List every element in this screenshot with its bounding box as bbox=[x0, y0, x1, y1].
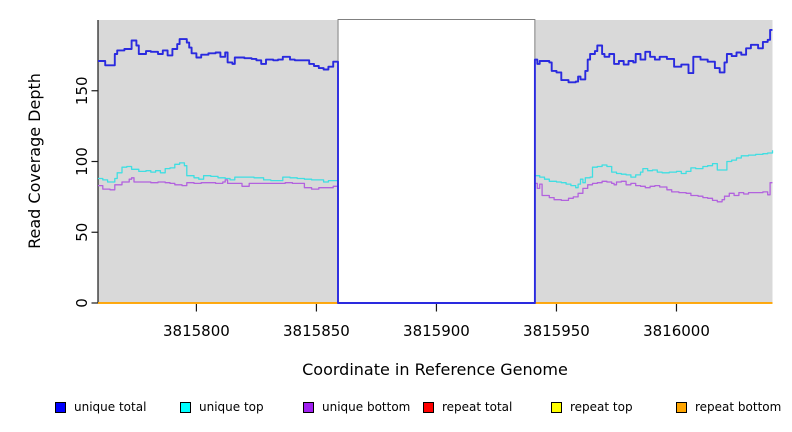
legend-swatch-icon bbox=[551, 401, 562, 413]
y-tick-label: 150 bbox=[73, 76, 91, 105]
legend-item-unique-bottom: unique bottom bbox=[303, 398, 410, 416]
x-tick-label: 3815900 bbox=[403, 322, 470, 340]
y-tick-label: 0 bbox=[73, 298, 91, 308]
x-tick-label: 3815800 bbox=[163, 322, 230, 340]
covered-region bbox=[534, 20, 773, 303]
uncovered-gap bbox=[337, 19, 536, 304]
legend-label: unique total bbox=[74, 400, 147, 414]
legend-label: repeat bottom bbox=[695, 400, 782, 414]
legend-label: unique top bbox=[199, 400, 264, 414]
series-line-unique-total bbox=[98, 28, 773, 304]
legend-item-repeat-top: repeat top bbox=[551, 398, 633, 416]
legend-swatch-icon bbox=[423, 401, 434, 413]
y-tick-label: 50 bbox=[73, 223, 91, 242]
legend-item-unique-total: unique total bbox=[55, 398, 146, 416]
legend-swatch-icon bbox=[180, 401, 191, 413]
series-line-unique-bottom bbox=[98, 177, 773, 304]
legend: unique total unique top unique bottom repea… bbox=[0, 395, 792, 419]
series-line-unique-top bbox=[98, 150, 774, 304]
x-tick-label: 3815950 bbox=[523, 322, 590, 340]
legend-item-repeat-bottom: repeat bottom bbox=[676, 398, 781, 416]
legend-item-unique-top: unique top bbox=[180, 398, 264, 416]
covered-region bbox=[98, 20, 339, 303]
x-tick-label: 3815850 bbox=[283, 322, 350, 340]
y-tick-label: 100 bbox=[73, 147, 91, 176]
x-axis-label: Coordinate in Reference Genome bbox=[302, 360, 568, 379]
legend-swatch-icon bbox=[303, 401, 314, 413]
legend-label: repeat total bbox=[442, 400, 513, 414]
legend-label: unique bottom bbox=[322, 400, 411, 414]
legend-swatch-icon bbox=[676, 401, 687, 413]
legend-label: repeat top bbox=[570, 400, 633, 414]
x-tick-label: 3816000 bbox=[643, 322, 710, 340]
y-axis-label: Read Coverage Depth bbox=[25, 73, 44, 249]
legend-item-repeat-total: repeat total bbox=[423, 398, 512, 416]
chart-layers: 0 50 100 150 3815800 3815850 3815900 3815950 381… bbox=[73, 19, 774, 340]
legend-swatch-icon bbox=[55, 401, 66, 413]
